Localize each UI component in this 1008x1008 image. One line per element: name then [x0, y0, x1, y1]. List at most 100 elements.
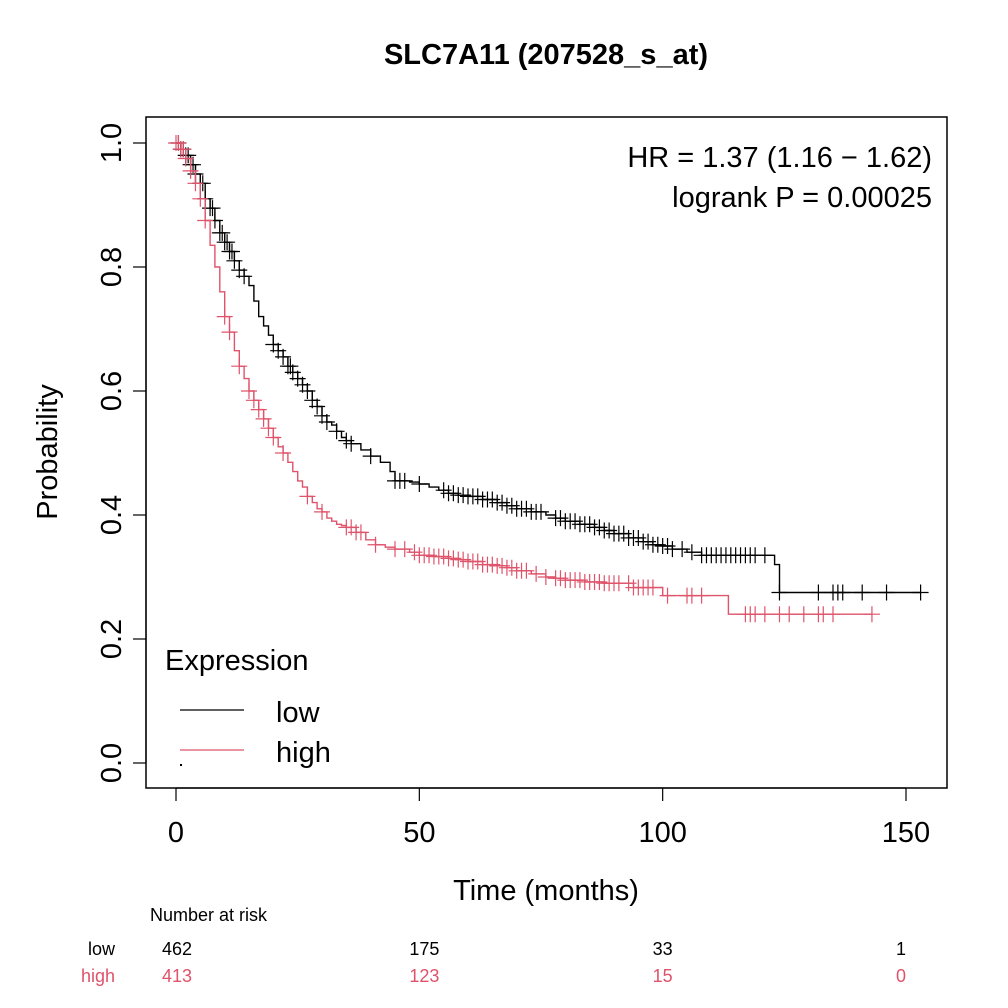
- censor-mark-high: [552, 570, 569, 587]
- censor-mark-low: [615, 525, 632, 542]
- x-tick-label: 0: [168, 817, 184, 849]
- censor-mark-high: [644, 579, 661, 596]
- risk-row-label-high: high: [81, 966, 115, 986]
- curve-low: [170, 135, 929, 601]
- censor-mark-high: [241, 383, 257, 399]
- censor-mark-high: [275, 445, 292, 461]
- y-tick-label: 1.0: [96, 123, 128, 163]
- censor-mark-low: [445, 485, 462, 502]
- censor-mark-high: [484, 556, 501, 573]
- risk-table: Number at risk low 462 175 33 1 high 413 123 15 0: [81, 905, 906, 986]
- survival-curves: [168, 135, 929, 623]
- risk-value-low: 462: [162, 939, 192, 959]
- censor-mark-low: [226, 252, 243, 269]
- censor-mark-high: [781, 606, 798, 623]
- y-tick-label: 0.4: [96, 495, 128, 535]
- censor-mark-low: [185, 156, 202, 173]
- y-tick-label: 0.8: [96, 247, 128, 287]
- censor-mark-low: [854, 584, 871, 601]
- logrank-p-annotation: logrank P = 0.00025: [672, 182, 932, 214]
- x-tick-label: 100: [638, 817, 686, 849]
- legend-title: Expression: [165, 645, 308, 677]
- censor-mark-low: [810, 584, 827, 601]
- censor-mark-low: [912, 584, 929, 601]
- censor-mark-high: [245, 392, 262, 409]
- censor-mark-low: [484, 491, 501, 508]
- censor-mark-high: [216, 308, 233, 325]
- risk-row-label-low: low: [88, 939, 116, 959]
- censor-mark-low: [567, 513, 584, 530]
- censor-mark-high: [537, 569, 554, 585]
- censor-mark-low: [659, 538, 676, 554]
- censor-mark-high: [659, 587, 676, 604]
- censor-mark-low: [204, 200, 221, 217]
- censor-mark-low: [299, 383, 316, 399]
- censor-mark-high: [197, 212, 214, 229]
- risk-value-high: 15: [653, 966, 673, 986]
- curve-high: [168, 135, 880, 623]
- legend: Expression low high: [165, 645, 331, 769]
- censor-mark-high: [182, 162, 199, 179]
- censor-mark-low: [435, 482, 452, 499]
- censor-mark-high: [503, 559, 520, 576]
- risk-value-high: 123: [409, 966, 439, 986]
- censor-mark-low: [362, 448, 379, 465]
- censor-mark-low: [309, 398, 326, 415]
- censor-mark-high: [221, 324, 238, 341]
- risk-value-high: 0: [896, 966, 906, 986]
- censor-mark-low: [214, 224, 231, 241]
- censor-mark-high: [863, 606, 880, 623]
- x-tick-label: 150: [882, 817, 930, 849]
- censor-mark-low: [674, 541, 691, 558]
- censor-mark-low: [396, 472, 413, 489]
- y-tick-label: 0.0: [96, 743, 128, 783]
- censor-mark-high: [175, 141, 192, 158]
- censor-mark-high: [367, 536, 384, 553]
- censor-mark-low: [878, 584, 895, 601]
- risk-value-low: 1: [896, 939, 906, 959]
- y-axis: 0.0 0.2 0.4 0.6 0.8 1.0: [96, 123, 147, 783]
- censor-mark-high: [187, 175, 204, 192]
- censor-mark-low: [236, 268, 253, 285]
- censor-mark-high: [231, 358, 248, 375]
- legend-dot: [180, 764, 182, 766]
- x-tick-label: 50: [403, 817, 435, 849]
- censor-mark-high: [591, 573, 608, 590]
- y-tick-label: 0.2: [96, 619, 128, 659]
- plot-frame: [145, 116, 948, 789]
- censor-mark-high: [260, 420, 277, 437]
- censor-mark-low: [338, 432, 355, 449]
- censor-mark-high: [518, 562, 535, 579]
- censor-mark-high: [469, 553, 486, 570]
- y-tick-label: 0.6: [96, 371, 128, 411]
- risk-value-low: 33: [653, 939, 673, 959]
- censor-mark-low: [640, 533, 657, 550]
- censor-mark-low: [518, 500, 535, 517]
- censor-mark-low: [756, 547, 773, 564]
- censor-mark-high: [693, 587, 710, 604]
- chart-title: SLC7A11 (207528_s_at): [384, 39, 708, 71]
- x-axis-label: Time (months): [453, 875, 639, 907]
- censor-mark-low: [601, 522, 618, 539]
- censor-mark-low: [683, 544, 700, 561]
- censor-mark-high: [396, 541, 413, 558]
- censor-mark-high: [421, 547, 438, 564]
- censor-mark-low: [630, 529, 647, 546]
- risk-value-low: 175: [409, 939, 439, 959]
- censor-mark-low: [503, 497, 520, 514]
- censor-mark-high: [571, 572, 588, 589]
- censor-mark-low: [411, 476, 428, 492]
- censor-mark-low: [834, 584, 851, 601]
- censor-mark-high: [455, 551, 472, 568]
- censor-mark-low: [469, 488, 486, 505]
- censor-mark-high: [756, 606, 773, 623]
- censor-mark-high: [445, 550, 462, 567]
- y-axis-label: Probability: [32, 384, 64, 520]
- censor-mark-low: [649, 536, 666, 553]
- censor-mark-high: [255, 410, 272, 427]
- censor-mark-low: [581, 516, 598, 533]
- censor-mark-low: [494, 494, 511, 511]
- censor-mark-low: [552, 510, 569, 527]
- censor-mark-high: [265, 429, 282, 446]
